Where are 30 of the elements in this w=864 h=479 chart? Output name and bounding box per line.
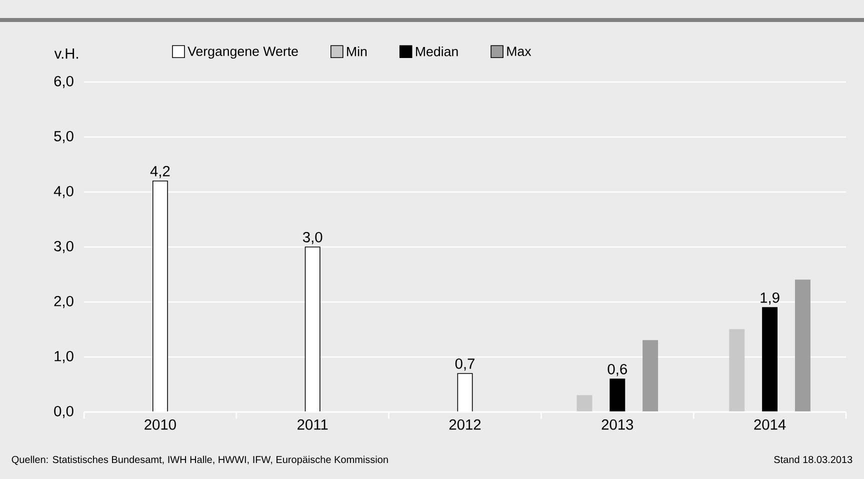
legend-label: Median xyxy=(416,46,458,56)
y-tick-label: 3,0 xyxy=(54,240,74,254)
y-tick-label: 1,0 xyxy=(54,350,74,364)
bar xyxy=(794,280,810,412)
bar xyxy=(610,378,626,412)
source-note: Quellen: Statistisches Bundesamt, IWH Halle, HWWI, IFW, Europäische Kommission xyxy=(12,456,388,466)
x-tick-label: 2012 xyxy=(449,419,481,430)
y-tick-label: 5,0 xyxy=(54,130,74,144)
x-tick-label: 2011 xyxy=(298,419,328,430)
bar xyxy=(762,307,778,412)
x-tick-label: 2013 xyxy=(602,419,634,430)
y-tick-label: 2,0 xyxy=(54,296,74,308)
y-axis-title: v.H. xyxy=(54,48,78,59)
bar xyxy=(642,340,658,412)
legend-label: Vergangene Werte xyxy=(188,46,298,59)
data-label: 1,9 xyxy=(760,292,780,305)
data-label: 3,0 xyxy=(302,232,322,244)
x-tick-label: 2014 xyxy=(754,419,786,430)
bar xyxy=(576,395,592,412)
data-label: 4,2 xyxy=(150,166,170,178)
y-tick-label: 4,0 xyxy=(54,186,74,198)
bar xyxy=(729,329,745,412)
legend-label: Max xyxy=(507,46,532,56)
data-label: 0,7 xyxy=(455,358,474,371)
data-label: 0,6 xyxy=(608,364,627,376)
x-tick-label: 2010 xyxy=(144,419,176,430)
text: Stand 18.03.2013 xyxy=(774,456,852,464)
legend-label: Min xyxy=(347,46,367,56)
y-tick-label: 0,0 xyxy=(54,406,74,418)
y-tick-label: 6,0 xyxy=(54,76,74,88)
